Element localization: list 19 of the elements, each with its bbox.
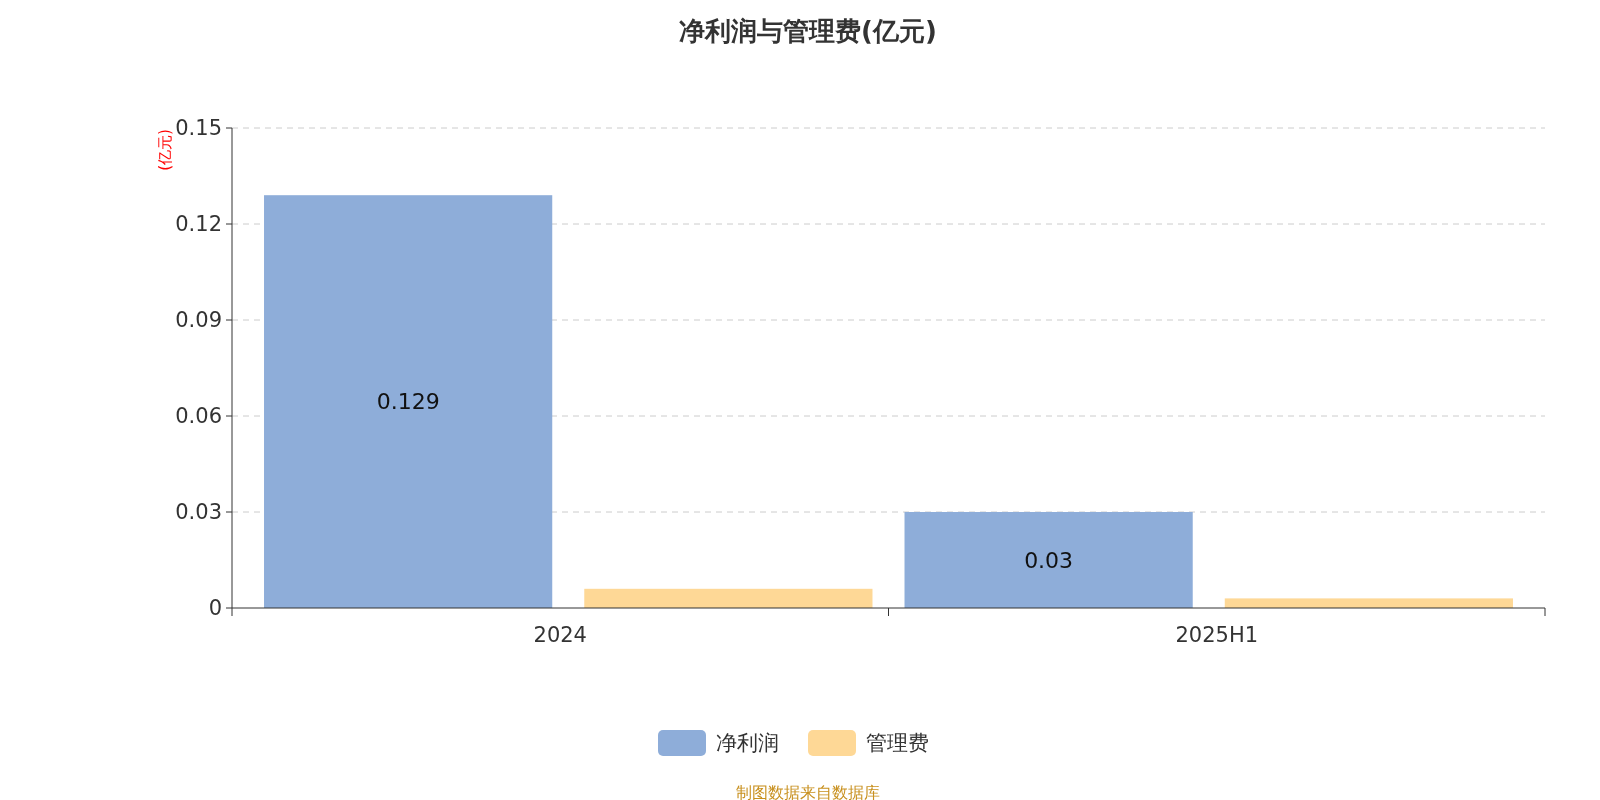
legend-label: 管理费: [866, 731, 929, 756]
chart-title: 净利润与管理费(亿元): [679, 16, 937, 46]
y-tick-label: 0.09: [175, 308, 222, 333]
text: 制图数据来自数据库: [736, 783, 880, 800]
y-tick-label: 0.12: [175, 212, 222, 237]
y-tick-label: 0.03: [175, 500, 222, 525]
y-tick-label: 0.15: [175, 116, 222, 141]
legend-label: 净利润: [716, 731, 779, 756]
bar: [904, 512, 1193, 608]
data-label: 0.03: [1024, 547, 1074, 573]
x-tick-label: 2024: [533, 623, 587, 647]
bar: [1224, 598, 1513, 608]
bar: [264, 195, 553, 608]
data-label: 0.129: [376, 389, 440, 415]
bar: [584, 588, 873, 608]
y-tick-label: 0: [208, 596, 222, 621]
y-tick-label: 0.06: [175, 404, 222, 429]
y-axis-title: (亿元): [156, 129, 174, 171]
x-tick-label: 2025H1: [1175, 623, 1259, 647]
